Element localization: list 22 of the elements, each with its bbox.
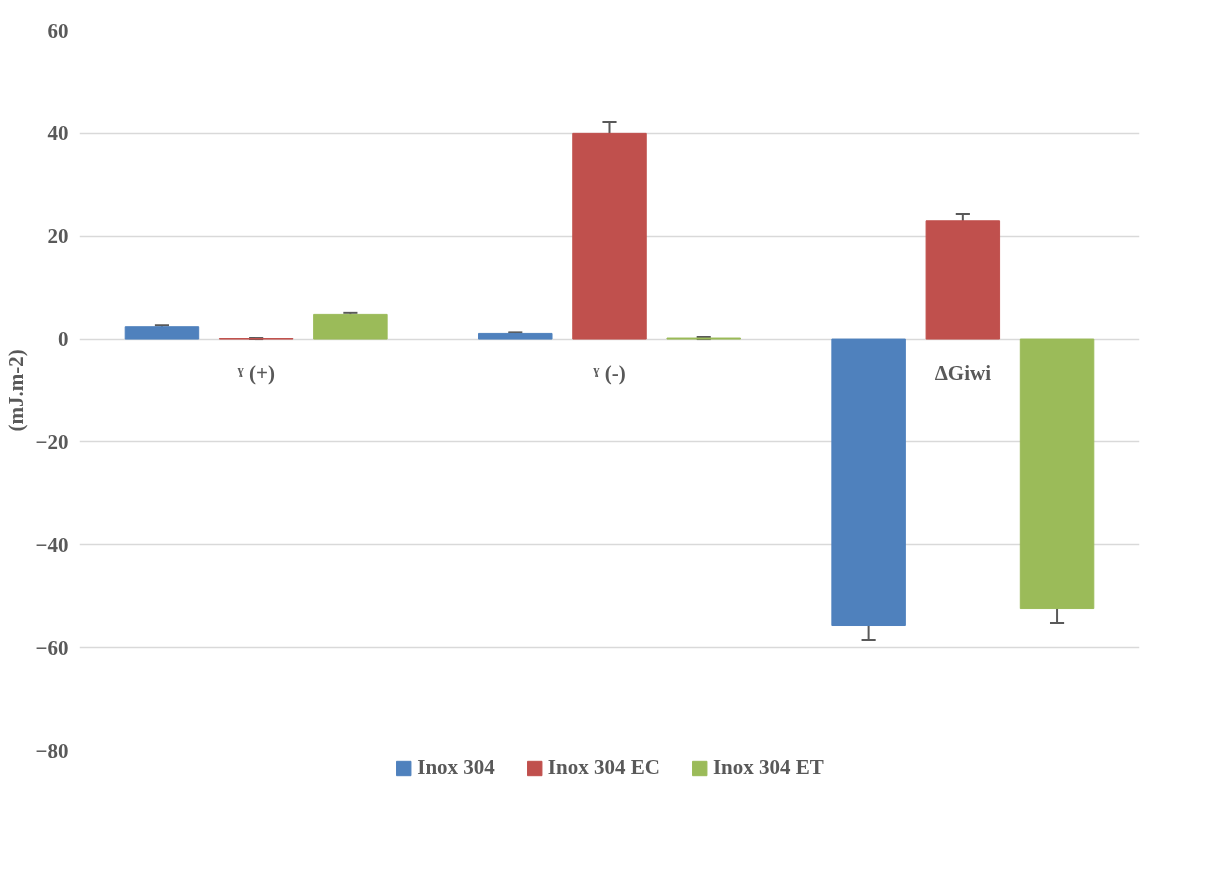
y-tick-label: −40 xyxy=(35,532,69,557)
bar xyxy=(831,338,906,627)
legend-label: Inox 304 xyxy=(417,755,495,780)
legend-label: Inox 304 ET xyxy=(712,755,824,780)
y-axis-title: (mJ.m-2) xyxy=(3,349,28,432)
legend-label: Inox 304 EC xyxy=(547,755,660,780)
y-tick-label: −80 xyxy=(35,738,69,763)
y-tick-label: −60 xyxy=(35,635,69,660)
bar xyxy=(478,332,553,340)
x-tick-label: ˠ (+) xyxy=(237,361,275,386)
bar xyxy=(1019,338,1095,610)
x-tick-label: ˠ (-) xyxy=(593,361,626,386)
bar xyxy=(124,326,200,340)
bar xyxy=(925,220,1001,340)
bar xyxy=(572,132,647,340)
x-tick-label: ΔGiwi xyxy=(934,361,992,386)
y-tick-label: 60 xyxy=(47,18,69,43)
bar xyxy=(313,313,388,340)
y-tick-label: 40 xyxy=(47,121,69,146)
y-tick-label: 20 xyxy=(47,224,69,249)
y-tick-label: 0 xyxy=(58,327,69,352)
y-tick-label: −20 xyxy=(35,429,69,454)
